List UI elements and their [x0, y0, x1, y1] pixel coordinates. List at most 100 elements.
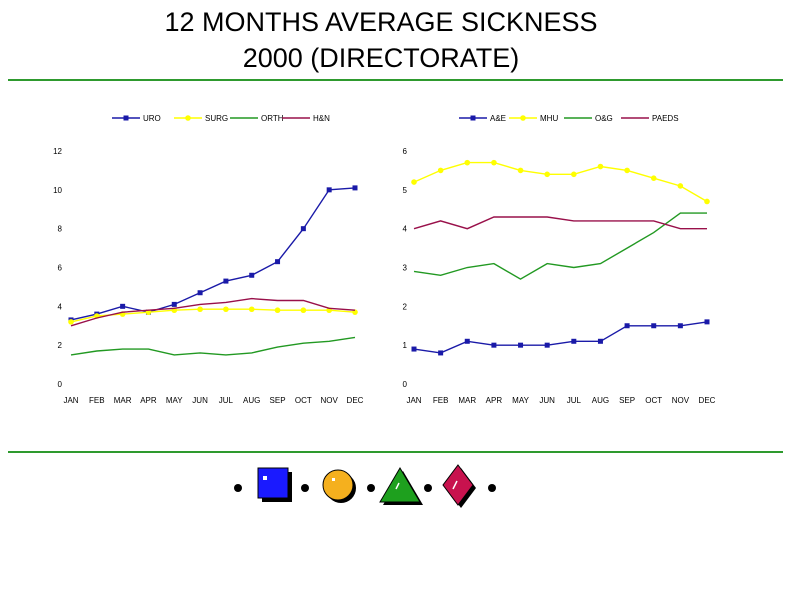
- series-line: [70, 336, 356, 356]
- y-tick-label: 4: [403, 225, 408, 234]
- x-tick-label-feb: FEB: [89, 396, 105, 405]
- legend-entry: A&E: [459, 114, 506, 123]
- data-point-0: [68, 319, 74, 325]
- legend-entry: MHU: [509, 114, 558, 123]
- x-tick-label-feb: FEB: [433, 396, 449, 405]
- data-point-0: [411, 346, 417, 352]
- data-point-5: [197, 306, 203, 313]
- data-point-8: [275, 259, 281, 265]
- green-triangle-icon: [379, 467, 423, 505]
- data-point-11: [352, 185, 358, 191]
- series-line: [413, 216, 707, 230]
- data-point-legend: [470, 115, 476, 121]
- data-point-11: [704, 198, 710, 205]
- x-tick-label-mar: MAR: [458, 396, 476, 405]
- series-a-e: [411, 319, 710, 356]
- y-tick-label: 1: [403, 341, 408, 350]
- legend-label: PAEDS: [652, 114, 679, 123]
- y-tick-label: 2: [403, 302, 408, 311]
- x-tick-label-jan: JAN: [63, 396, 78, 405]
- legend-label: O&G: [595, 114, 613, 123]
- legend-entry: H&N: [282, 114, 330, 123]
- blue-square-icon: [257, 467, 292, 502]
- data-point-2: [120, 303, 126, 309]
- legend-entry: O&G: [564, 114, 613, 123]
- page-title-line-2: 2000 (DIRECTORATE): [242, 43, 520, 73]
- data-point-7: [249, 272, 255, 278]
- y-tick-label: 3: [403, 264, 408, 273]
- series-line: [70, 308, 356, 323]
- data-point-4: [517, 167, 524, 174]
- x-tick-label-jun: JUN: [539, 396, 555, 405]
- series-h-n: [70, 297, 356, 327]
- series-orth: [70, 336, 356, 356]
- x-tick-label-oct: OCT: [645, 396, 662, 405]
- data-point-2: [464, 159, 471, 166]
- x-tick-label-oct: OCT: [295, 396, 312, 405]
- series-o-g: [413, 212, 707, 280]
- data-point-5: [197, 290, 203, 296]
- data-point-4: [171, 301, 177, 307]
- y-tick-label: 8: [58, 225, 63, 234]
- data-point-9: [650, 175, 657, 181]
- y-tick-label: 5: [403, 186, 408, 195]
- bullet-dot-icon: [424, 484, 432, 492]
- data-point-9: [300, 226, 306, 232]
- data-point-6: [571, 171, 577, 178]
- data-point-11: [704, 319, 710, 325]
- legend-label: ORTH: [261, 114, 284, 123]
- data-point-10: [677, 323, 683, 329]
- legend-label: SURG: [205, 114, 228, 123]
- x-tick-label-nov: NOV: [321, 396, 339, 405]
- series-line: [413, 212, 707, 280]
- y-tick-label: 2: [58, 341, 63, 350]
- data-point-8: [274, 307, 281, 314]
- x-tick-label-apr: APR: [140, 396, 157, 405]
- data-point-3: [491, 342, 497, 348]
- y-tick-label: 4: [58, 302, 63, 311]
- y-tick-label: 0: [403, 380, 408, 389]
- x-tick-label-nov: NOV: [672, 396, 690, 405]
- x-tick-label-may: MAY: [166, 396, 183, 405]
- data-point-1: [438, 350, 444, 356]
- legend-entry: ORTH: [230, 114, 284, 123]
- data-point-6: [223, 306, 229, 313]
- data-point-legend: [123, 115, 129, 121]
- data-point-0: [411, 179, 417, 185]
- y-tick-label: 6: [58, 264, 63, 273]
- x-tick-label-dec: DEC: [347, 396, 364, 405]
- bullet-dot-icon: [367, 484, 375, 492]
- legend-entry: URO: [112, 114, 161, 123]
- legend-label: MHU: [540, 114, 558, 123]
- series-paeds: [413, 216, 707, 230]
- top-divider: [8, 79, 783, 81]
- x-tick-label-jan: JAN: [406, 396, 421, 405]
- data-point-5: [544, 171, 550, 178]
- x-tick-label-may: MAY: [512, 396, 529, 405]
- data-point-10: [677, 183, 684, 189]
- x-tick-label-jun: JUN: [192, 396, 208, 405]
- y-tick-label: 10: [53, 186, 62, 195]
- data-point-9: [300, 307, 307, 314]
- x-tick-label-aug: AUG: [592, 396, 609, 405]
- y-tick-label: 12: [53, 147, 62, 156]
- data-point-6: [223, 278, 229, 284]
- legend-label: A&E: [490, 114, 506, 123]
- data-point-legend: [185, 115, 191, 121]
- data-point-8: [624, 167, 630, 174]
- data-point-1: [437, 167, 444, 174]
- page-title-line-1: 12 MONTHS AVERAGE SICKNESS: [164, 7, 598, 37]
- red-diamond-icon: [442, 464, 476, 508]
- y-tick-label: 0: [58, 380, 63, 389]
- x-tick-label-jul: JUL: [567, 396, 582, 405]
- data-point-legend: [520, 115, 526, 121]
- data-point-6: [571, 338, 577, 344]
- x-tick-label-sep: SEP: [619, 396, 635, 405]
- right-sickness-chart: 0 1 2 3 4 5 6 JAN FEB MAR APR MAY JUN JUL AUG SEP OCT NOV…: [403, 114, 716, 405]
- data-point-7: [597, 163, 604, 170]
- legend-entry: PAEDS: [621, 114, 679, 123]
- data-point-2: [464, 338, 470, 344]
- data-point-5: [544, 342, 550, 348]
- series-line: [70, 187, 356, 321]
